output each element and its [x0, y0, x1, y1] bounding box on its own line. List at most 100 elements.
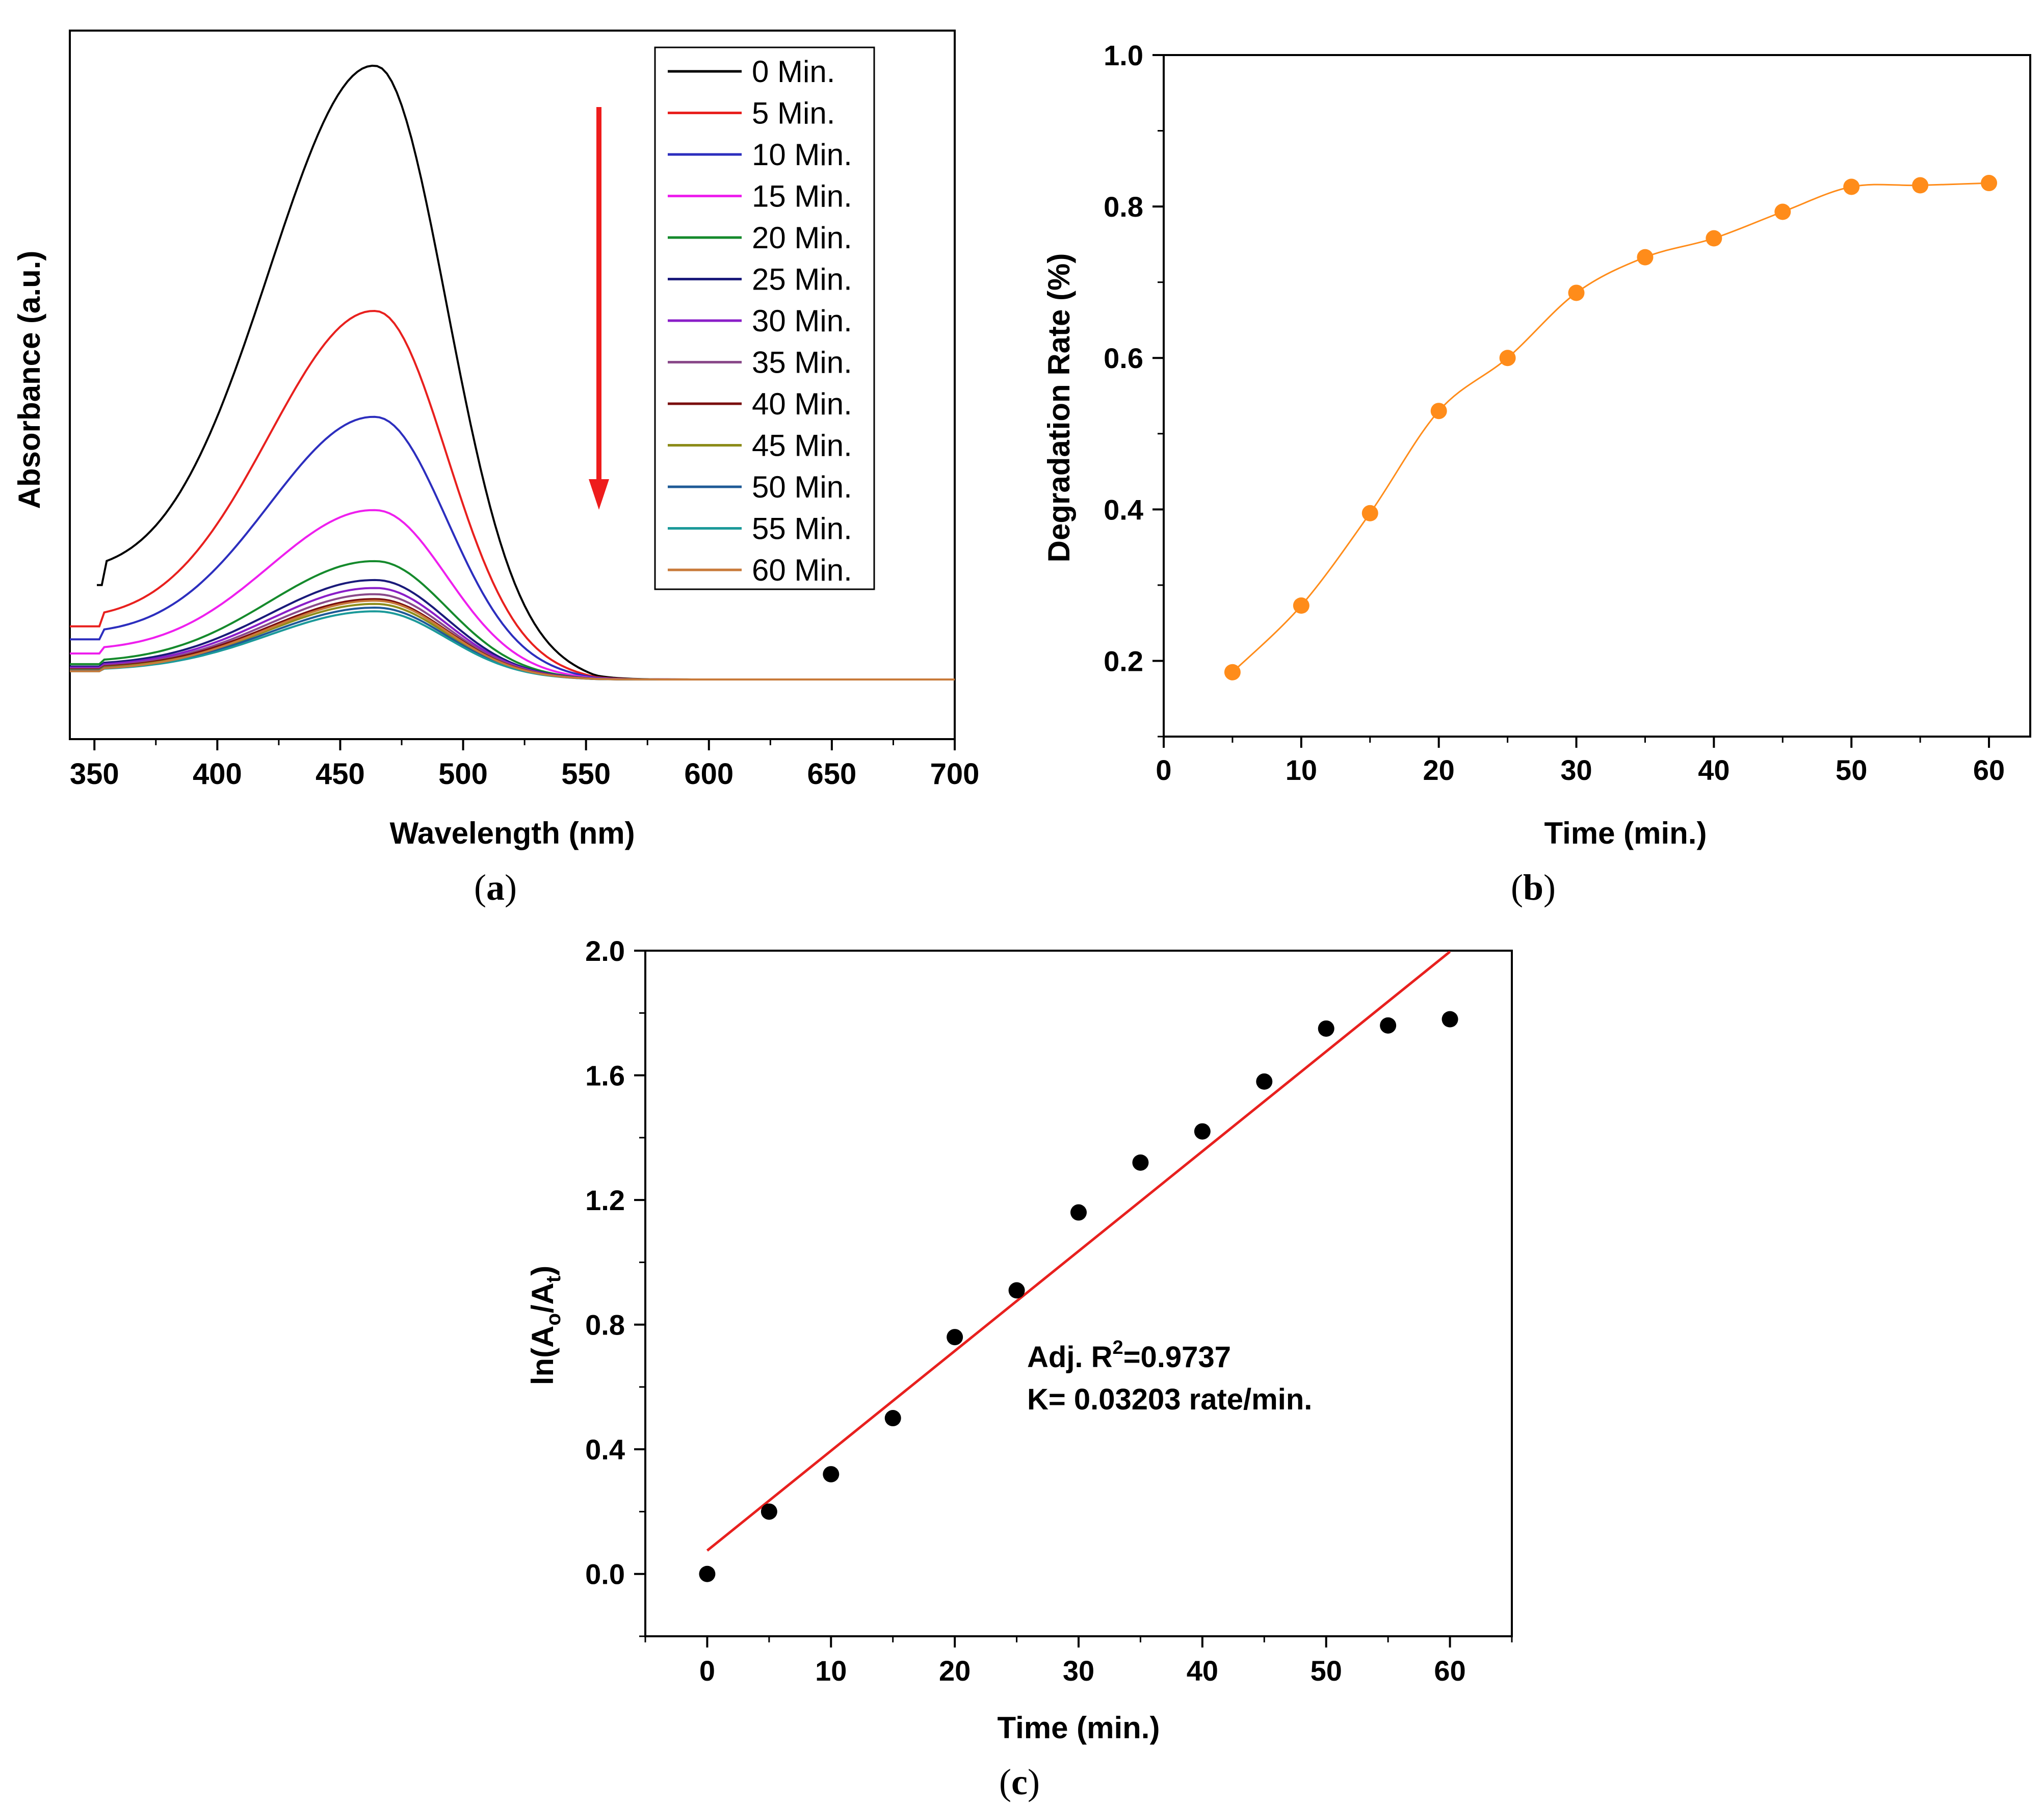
panel-c-x-axis: 0 10 20 30 40 50 60 [644, 1636, 1513, 1687]
kinetics-point-50-min [1318, 1020, 1334, 1037]
legend-label: 10 Min. [752, 138, 852, 172]
panel-c-caption: (c) [999, 1762, 1040, 1802]
spectrum-line-55-min [70, 610, 955, 681]
panel-a-legend: 0 Min. 5 Min. 10 Min. 15 Min. 20 Min. 25 Min.… [668, 55, 852, 587]
x-tick-label-50: 50 [1836, 754, 1867, 786]
kinetics-point-55-min [1380, 1017, 1397, 1034]
degradation-point-50-min [1843, 178, 1860, 195]
x-tick-label-30: 30 [1063, 1655, 1094, 1687]
legend-label: 50 Min. [752, 470, 852, 504]
panel-a-caption: (a) [474, 867, 517, 908]
legend-label: 25 Min. [752, 263, 852, 297]
legend-label: 40 Min. [752, 387, 852, 421]
degradation-point-35-min [1637, 249, 1654, 266]
panel-c-plot-frame [644, 950, 1513, 1637]
y-tick-label-0: 0.0 [585, 1558, 625, 1590]
degradation-point-25-min [1499, 350, 1516, 367]
x-tick-label-30: 30 [1560, 754, 1592, 786]
kinetics-point-5-min [761, 1503, 777, 1520]
degradation-point-40-min [1706, 230, 1722, 247]
x-tick-label-650: 650 [807, 757, 856, 791]
x-tick-label-20: 20 [1423, 754, 1455, 786]
y-tick-label-0.8: 0.8 [1104, 191, 1143, 223]
panel-b-x-axis: 0 10 20 30 40 50 60 [1156, 737, 2005, 786]
x-tick-label-500: 500 [438, 757, 488, 791]
kinetics-point-0-min [699, 1565, 716, 1582]
degradation-point-10-min [1293, 597, 1309, 614]
degradation-point-45-min [1774, 203, 1791, 220]
legend-label: 15 Min. [752, 179, 852, 214]
y-tick-label-0.4: 0.4 [1104, 493, 1143, 526]
kinetics-point-45-min [1256, 1073, 1273, 1090]
legend-label: 35 Min. [752, 346, 852, 380]
x-tick-label-0: 0 [1156, 754, 1171, 786]
kinetics-point-25-min [1008, 1282, 1025, 1299]
x-tick-label-400: 400 [193, 757, 242, 791]
legend-label: 60 Min. [752, 553, 852, 587]
panel-a-y-axis-label: Absorbance (a.u.) [12, 251, 46, 509]
panel-a-x-axis-label: Wavelength (nm) [389, 816, 635, 850]
degradation-point-55-min [1912, 177, 1929, 194]
panel-c-points [699, 1011, 1458, 1582]
kinetics-point-30-min [1070, 1204, 1087, 1221]
x-tick-label-50: 50 [1311, 1655, 1342, 1687]
kinetics-point-40-min [1194, 1123, 1211, 1140]
panel-c-fit-line [706, 951, 1451, 1552]
panel-c-y-axis-label: ln(Ao/At) [526, 1266, 565, 1385]
panel-b-x-axis-label: Time (min.) [1544, 816, 1707, 850]
panel-b-points [1224, 175, 1998, 681]
panel-c-y-axis: 0.0 0.4 0.8 1.2 1.6 2.0 [585, 935, 645, 1637]
x-tick-label-40: 40 [1187, 1655, 1218, 1687]
fit-annotation-rate: K= 0.03203 rate/min. [1027, 1383, 1312, 1416]
panel-b-series-line [1231, 182, 1989, 673]
x-tick-label-10: 10 [815, 1655, 847, 1687]
y-tick-label-0.2: 0.2 [1104, 645, 1143, 677]
kinetics-point-10-min [823, 1466, 840, 1483]
panel-b-caption: (b) [1511, 867, 1556, 908]
x-tick-label-550: 550 [561, 757, 611, 791]
kinetics-point-35-min [1132, 1154, 1149, 1171]
x-tick-label-350: 350 [70, 757, 119, 791]
panel-c-chart: 0 10 20 30 40 50 60 0.0 0.4 0.8 1.2 1.6 2.0 Time (m… [526, 935, 1513, 1745]
y-tick-label-0.6: 0.6 [1104, 342, 1143, 374]
kinetics-point-60-min [1442, 1011, 1458, 1028]
panel-a-curves [70, 64, 955, 681]
x-tick-label-700: 700 [930, 757, 980, 791]
legend-label: 30 Min. [752, 304, 852, 338]
kinetics-point-20-min [947, 1329, 963, 1346]
y-tick-label-1: 1.0 [1104, 39, 1143, 71]
legend-label: 20 Min. [752, 221, 852, 255]
degradation-point-15-min [1361, 505, 1378, 521]
decrease-arrow [589, 107, 609, 510]
degradation-point-30-min [1568, 284, 1585, 301]
degradation-point-60-min [1981, 175, 1998, 192]
degradation-point-20-min [1430, 403, 1447, 420]
x-tick-label-0: 0 [699, 1655, 715, 1687]
panel-a-legend-box [654, 46, 875, 590]
legend-label: 45 Min. [752, 429, 852, 463]
decrease-arrow-head [589, 479, 609, 510]
x-tick-label-60: 60 [1434, 1655, 1465, 1687]
legend-label: 0 Min. [752, 55, 835, 89]
legend-label: 55 Min. [752, 512, 852, 546]
panel-b-y-axis: 0.2 0.4 0.6 0.8 1.0 [1104, 39, 1164, 738]
y-tick-label-0.4: 0.4 [585, 1433, 625, 1466]
panel-b-chart: 0 10 20 30 40 50 60 0.2 0.4 0.6 0.8 1.0 Time (min.… [1042, 39, 2031, 850]
linear-fit-line [706, 951, 1451, 1552]
panel-b-y-axis-label: Degradation Rate (%) [1042, 253, 1076, 563]
legend-label: 5 Min. [752, 96, 835, 130]
x-tick-label-600: 600 [684, 757, 733, 791]
x-tick-label-40: 40 [1698, 754, 1729, 786]
x-tick-label-10: 10 [1286, 754, 1317, 786]
panel-b-plot-frame [1163, 54, 2031, 738]
degradation-point-5-min [1224, 664, 1241, 681]
panel-a-chart: 350 400 450 500 550 600 650 700 Wavelength (nm)… [12, 30, 980, 850]
degradation-curve [1231, 182, 1989, 673]
x-tick-label-60: 60 [1973, 754, 2005, 786]
panel-c-x-axis-label: Time (min.) [998, 1711, 1160, 1745]
spectrum-line-60-min [70, 599, 955, 681]
x-tick-label-20: 20 [939, 1655, 971, 1687]
x-tick-label-450: 450 [316, 757, 365, 791]
fit-annotation-r2: Adj. R2=0.9737 [1027, 1337, 1231, 1374]
y-tick-label-1.6: 1.6 [585, 1060, 625, 1092]
